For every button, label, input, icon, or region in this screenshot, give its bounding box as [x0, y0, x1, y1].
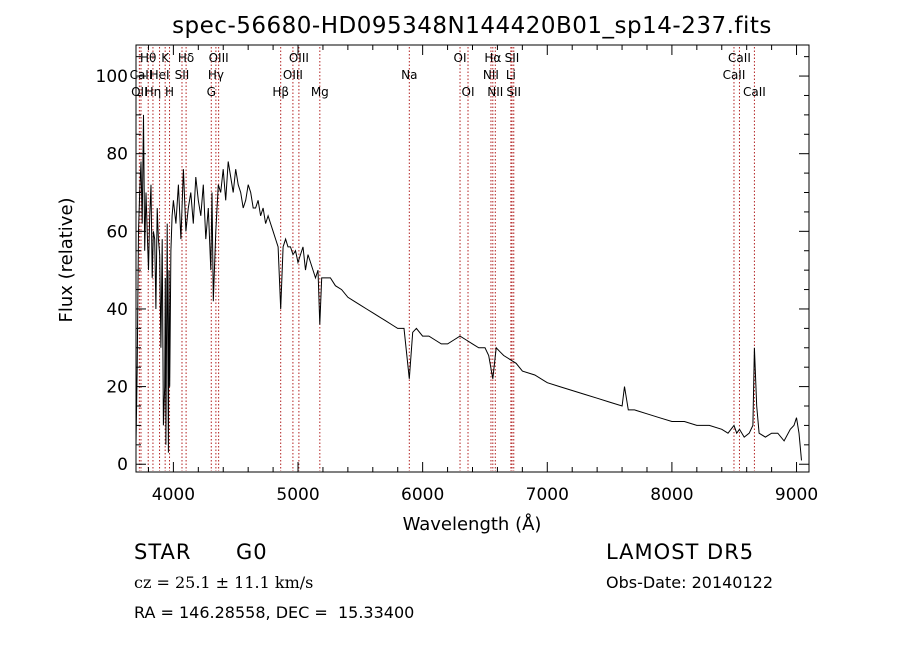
line-label-8: H: [165, 85, 174, 99]
line-label-0: Hθ: [140, 51, 156, 65]
line-label-18: OI: [462, 85, 475, 99]
x-tick-label-5: 9000: [775, 485, 818, 505]
line-label-1: CaII: [130, 68, 153, 82]
line-label-20: NII: [483, 68, 499, 82]
line-label-6: Hδ: [178, 51, 194, 65]
y-tick-label-3: 60: [106, 222, 128, 242]
line-label-12: OIII: [289, 51, 309, 65]
line-label-2: OII: [131, 85, 148, 99]
line-label-19: Hα: [484, 51, 501, 65]
spectrum-line: [135, 114, 802, 461]
x-tick-label-4: 8000: [650, 485, 693, 505]
line-label-7: SII: [175, 68, 190, 82]
object-subclass: G0: [236, 540, 268, 564]
y-axis-label: Flux (relative): [56, 197, 77, 322]
survey-name: LAMOST DR5: [606, 540, 755, 564]
chart-title: spec-56680-HD095348N144420B01_sp14-237.f…: [172, 13, 772, 39]
line-label-26: CaII: [723, 68, 746, 82]
x-tick-label-3: 7000: [526, 485, 569, 505]
coordinates: RA = 146.28558, DEC = 15.33400: [134, 603, 415, 622]
x-axis-ticks: 4000 5000 6000 7000 8000 9000: [147, 45, 818, 505]
y-axis-ticks: 0 20 40 60 80 100: [96, 56, 809, 475]
y-tick-label-4: 80: [106, 145, 128, 165]
y-tick-label-2: 40: [106, 300, 128, 320]
line-label-11: G: [207, 85, 216, 99]
line-label-27: CaII: [743, 85, 766, 99]
x-tick-label-1: 5000: [276, 485, 319, 505]
x-tick-label-0: 4000: [152, 485, 195, 505]
line-label-23: Li: [506, 68, 516, 82]
redshift-velocity: cz = 25.1 ± 11.1 km/s: [134, 573, 314, 592]
object-class: STAR: [134, 540, 192, 564]
line-label-5: Hη: [145, 85, 162, 99]
line-marker-group: [138, 47, 755, 471]
line-label-21: NII: [487, 85, 503, 99]
y-tick-label-1: 20: [106, 378, 128, 398]
line-label-14: Hβ: [272, 85, 289, 99]
x-axis-label: Wavelength (Å): [403, 513, 542, 535]
plot-frame: [135, 44, 810, 473]
y-tick-label-5: 100: [96, 67, 128, 87]
line-label-22: SII: [505, 51, 520, 65]
line-label-13: OIII: [283, 68, 303, 82]
line-label-15: Mg: [311, 85, 329, 99]
line-label-25: CaII: [728, 51, 751, 65]
line-label-16: Na: [401, 68, 417, 82]
line-label-17: OI: [454, 51, 467, 65]
line-label-9: OIII: [209, 51, 229, 65]
line-label-3: K: [161, 51, 170, 65]
line-label-4: HeI: [150, 68, 170, 82]
x-tick-label-2: 6000: [401, 485, 444, 505]
y-tick-label-0: 0: [117, 455, 128, 475]
line-label-10: Hγ: [208, 68, 224, 82]
line-label-24: SII: [506, 85, 521, 99]
observation-date: Obs-Date: 20140122: [606, 573, 774, 592]
